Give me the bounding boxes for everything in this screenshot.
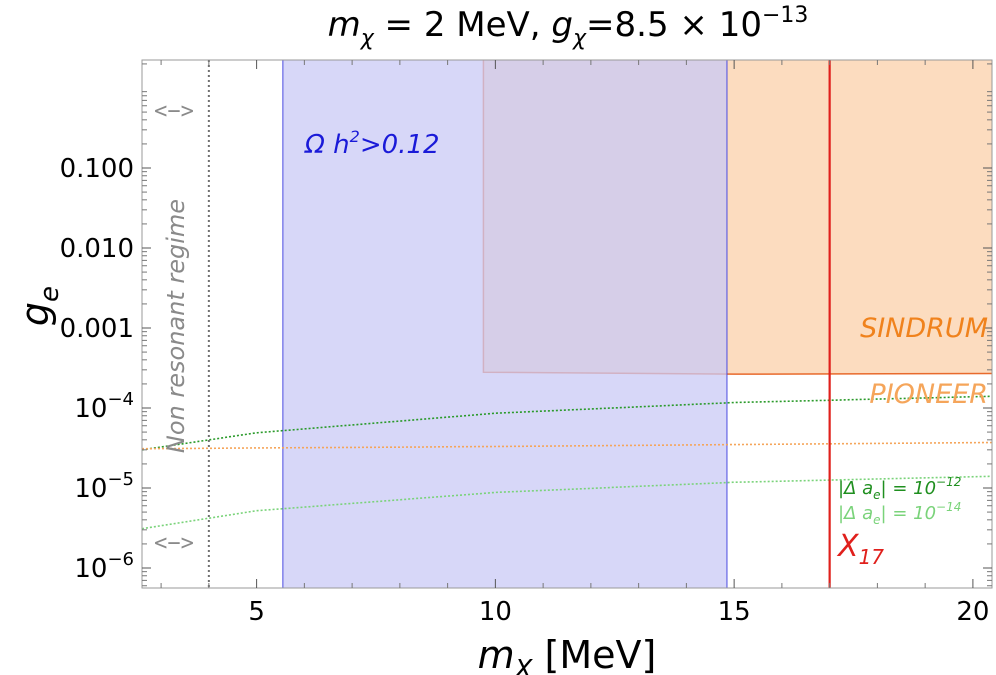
nonresonant-arrow-top: <−> [154, 99, 194, 124]
y-tick-label-3: 10−4 [74, 389, 134, 424]
y-tick-label-1: 0.010 [60, 234, 134, 264]
y-tick-label-4: 10−5 [74, 469, 134, 504]
relic-density-region [282, 60, 727, 588]
x-tick-label-1: 10 [479, 597, 512, 627]
x-tick-label-0: 5 [248, 597, 265, 627]
series-line-2 [142, 441, 992, 450]
x-axis-title: mX [MeV] [478, 633, 657, 675]
pioneer-label: PIONEER [869, 379, 988, 410]
nonresonant-arrow-bottom: <−> [154, 531, 194, 556]
x17-label: X17 [836, 529, 884, 569]
x-tick-label-2: 15 [718, 597, 751, 627]
y-tick-label-2: 0.001 [60, 314, 134, 344]
chart-title: mχ = 2 MeV, gχ=8.5 × 10−13 [328, 3, 809, 51]
y-tick-label-5: 10−6 [74, 549, 134, 584]
series-line-1 [142, 475, 992, 530]
legend-ae-12: |Δ ae| = 10−12 [838, 475, 961, 502]
legend-ae-14: |Δ ae| = 10−14 [838, 500, 961, 527]
sindrum-label: SINDRUM [860, 313, 988, 344]
nonresonant-regime-label: Non resonant regime [162, 199, 190, 453]
series-line-0 [142, 395, 992, 451]
y-tick-label-0: 0.100 [60, 154, 134, 184]
plot-area [142, 60, 992, 588]
y-axis-title: ge [13, 286, 65, 326]
plot-frame [141, 59, 993, 589]
x-tick-label-3: 20 [956, 597, 989, 627]
relic-density-label: Ω h2>0.12 [304, 127, 440, 160]
